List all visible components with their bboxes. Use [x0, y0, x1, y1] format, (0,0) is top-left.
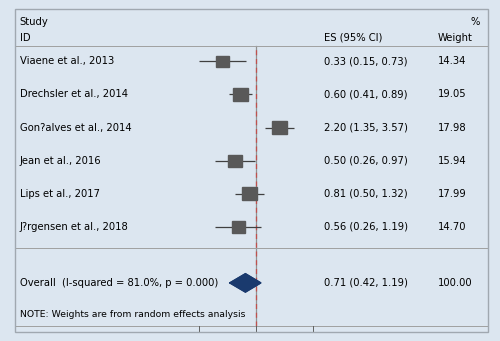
Text: Study: Study: [20, 17, 48, 27]
Bar: [272, 121, 286, 134]
Text: 0.33 (0.15, 0.73): 0.33 (0.15, 0.73): [324, 56, 408, 66]
Text: ID: ID: [20, 33, 30, 43]
Text: 15.94: 15.94: [438, 155, 466, 166]
Bar: [228, 154, 242, 167]
Text: 14.34: 14.34: [438, 56, 466, 66]
Text: Viaene et al., 2013: Viaene et al., 2013: [20, 56, 114, 66]
Text: 0.71 (0.42, 1.19): 0.71 (0.42, 1.19): [324, 278, 408, 288]
Text: Drechsler et al., 2014: Drechsler et al., 2014: [20, 89, 128, 100]
Text: J?rgensen et al., 2018: J?rgensen et al., 2018: [20, 222, 128, 232]
Text: Lips et al., 2017: Lips et al., 2017: [20, 189, 100, 199]
Bar: [216, 56, 229, 67]
Polygon shape: [230, 273, 261, 292]
Text: %: %: [470, 17, 480, 27]
Text: 17.99: 17.99: [438, 189, 466, 199]
Text: 19.05: 19.05: [438, 89, 466, 100]
Text: Overall  (I-squared = 81.0%, p = 0.000): Overall (I-squared = 81.0%, p = 0.000): [20, 278, 218, 288]
Text: Weight: Weight: [438, 33, 473, 43]
Text: 0.56 (0.26, 1.19): 0.56 (0.26, 1.19): [324, 222, 408, 232]
Bar: [233, 88, 248, 101]
Text: Jean et al., 2016: Jean et al., 2016: [20, 155, 102, 166]
Bar: [242, 187, 256, 200]
Bar: [232, 221, 245, 233]
Text: NOTE: Weights are from random effects analysis: NOTE: Weights are from random effects an…: [20, 310, 245, 319]
Text: ES (95% CI): ES (95% CI): [324, 33, 383, 43]
Text: Gon?alves et al., 2014: Gon?alves et al., 2014: [20, 122, 132, 133]
Text: 17.98: 17.98: [438, 122, 466, 133]
Text: 0.50 (0.26, 0.97): 0.50 (0.26, 0.97): [324, 155, 408, 166]
Text: 14.70: 14.70: [438, 222, 466, 232]
Text: 2.20 (1.35, 3.57): 2.20 (1.35, 3.57): [324, 122, 408, 133]
Text: 100.00: 100.00: [438, 278, 472, 288]
Text: 0.60 (0.41, 0.89): 0.60 (0.41, 0.89): [324, 89, 408, 100]
Text: 0.81 (0.50, 1.32): 0.81 (0.50, 1.32): [324, 189, 408, 199]
